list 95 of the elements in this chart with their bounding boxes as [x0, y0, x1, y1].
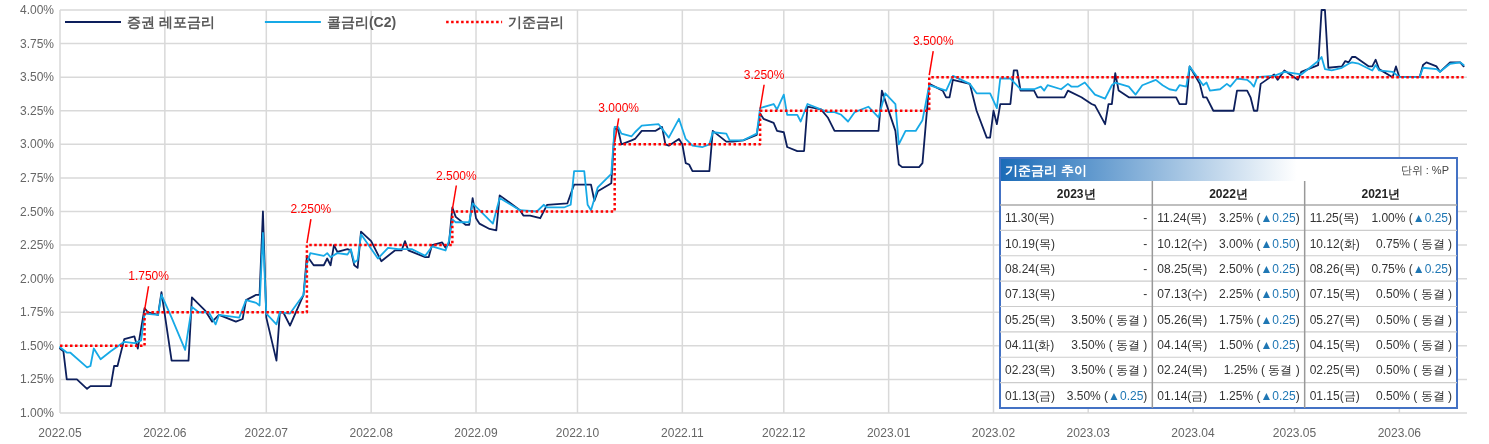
y-tick-label: 3.00%: [19, 137, 55, 152]
y-tick-label: 1.50%: [19, 338, 55, 353]
annotation: 08.26(목): [1309, 261, 1360, 276]
y-tick-label: 3.50%: [19, 70, 55, 85]
annotation: -: [1143, 236, 1148, 251]
x-tick-label: 2022.11: [661, 426, 704, 440]
annotation: 1.25% ( 동결 ): [1223, 363, 1300, 378]
annotation: 3.000%: [598, 101, 640, 116]
annotation: 1.25% (▲0.25): [1219, 388, 1300, 403]
annotation: 단위 : %P: [1400, 164, 1449, 176]
legend-label: 기준금리: [508, 14, 565, 30]
annotation: 02.23(목): [1005, 363, 1056, 378]
y-tick-label: 2.25%: [19, 238, 55, 253]
y-tick-label: 3.75%: [19, 36, 55, 51]
annotation: 04.11(화): [1005, 338, 1055, 353]
annotation: 11.30(목): [1005, 211, 1055, 226]
y-tick-label: 4.00%: [19, 3, 55, 17]
annotation: 08.24(목): [1005, 261, 1056, 276]
x-tick-label: 2023.05: [1272, 426, 1317, 440]
legend-label: 증권 레포금리: [127, 14, 215, 30]
annotation: 2.250%: [290, 202, 332, 217]
x-tick-label: 2023.04: [1171, 426, 1216, 440]
x-tick-label: 2023.06: [1377, 426, 1422, 440]
annotation: -: [1143, 211, 1148, 226]
annotation: 1.00% (▲0.25): [1371, 211, 1452, 226]
annotation: 01.13(금): [1005, 388, 1056, 403]
annotation: 04.14(목): [1157, 338, 1208, 353]
annotation: 1.50% (▲0.25): [1219, 338, 1300, 353]
annotation: 0.50% ( 동결 ): [1375, 363, 1452, 378]
annotation: 3.500%: [912, 34, 954, 76]
y-tick-label: 3.25%: [19, 103, 55, 118]
annotation: -: [1143, 261, 1148, 276]
x-tick-label: 2022.06: [143, 426, 187, 440]
annotation: 1.750%: [128, 269, 170, 284]
y-tick-label: 1.00%: [19, 406, 55, 420]
x-tick-label: 2022.09: [454, 426, 499, 440]
x-tick-label: 2022.12: [762, 426, 806, 440]
y-tick-label: 1.75%: [19, 305, 55, 320]
annotation: 3.50% (▲0.25): [1066, 388, 1148, 403]
annotation: 3.50% ( 동결 ): [1071, 312, 1148, 327]
annotation: 3.00% (▲0.50): [1219, 236, 1300, 251]
annotation: 3.25% (▲0.25): [1219, 211, 1300, 226]
annotation: 3.50% ( 동결 ): [1071, 363, 1148, 378]
y-tick-label: 2.50%: [19, 204, 55, 219]
annotation: 01.15(금): [1309, 388, 1360, 403]
annotation: 10.19(목): [1005, 236, 1056, 251]
x-tick-label: 2022.08: [349, 426, 394, 440]
legend-label: 콜금리(C2): [326, 14, 397, 30]
annotation: 1.750%: [128, 269, 169, 311]
x-tick-label: 2022.10: [555, 426, 600, 440]
text: 기준금리 추이: [1005, 163, 1087, 178]
annotation: 08.25(목): [1157, 261, 1208, 276]
annotation: 02.25(목): [1309, 363, 1360, 378]
category-label: 2023년: [1056, 187, 1096, 201]
annotation: 07.15(목): [1309, 287, 1360, 302]
annotation: 0.50% ( 동결 ): [1375, 388, 1452, 403]
annotation: 2.50% (▲0.25): [1219, 261, 1300, 276]
annotation: 3.250%: [743, 67, 785, 110]
annotation: 10.12(화): [1309, 236, 1360, 251]
annotation: 05.25(목): [1005, 312, 1056, 327]
annotation: 02.24(목): [1157, 363, 1208, 378]
category-label: 2022년: [1209, 187, 1248, 201]
annotation: 10.12(수): [1157, 236, 1208, 251]
x-tick-label: 2023.03: [1066, 426, 1111, 440]
annotation: 0.50% ( 동결 ): [1375, 287, 1452, 302]
y-tick-label: 2.75%: [19, 170, 55, 185]
annotation: 2.500%: [436, 168, 477, 211]
annotation: 0.75% ( 동결 ): [1375, 236, 1452, 251]
x-tick-label: 2022.07: [244, 426, 289, 440]
annotation: 3.000%: [598, 101, 640, 144]
y-tick-label: 1.25%: [19, 372, 55, 387]
annotation: 2.250%: [290, 202, 332, 244]
annotation: 2.500%: [435, 168, 478, 183]
annotation: 1.75% (▲0.25): [1219, 312, 1300, 327]
annotation: 0.50% ( 동결 ): [1375, 338, 1452, 353]
annotation: 11.24(목): [1157, 211, 1207, 226]
annotation: -: [1143, 287, 1148, 302]
x-tick-label: 2023.02: [971, 426, 1016, 440]
annotation: 0.50% ( 동결 ): [1375, 312, 1452, 327]
annotation: 07.13(수): [1157, 287, 1208, 302]
annotation: 04.15(목): [1309, 338, 1360, 353]
annotation: 05.27(목): [1309, 312, 1360, 327]
annotation: 2.25% (▲0.50): [1219, 287, 1300, 302]
annotation: 01.14(금): [1157, 388, 1208, 403]
x-tick-label: 2023.01: [866, 426, 911, 440]
y-tick-label: 2.00%: [19, 271, 55, 286]
annotation: 07.13(목): [1005, 287, 1056, 302]
annotation: 05.26(목): [1157, 312, 1208, 327]
category-label: 2021년: [1361, 187, 1401, 201]
annotation: 3.50% ( 동결 ): [1071, 338, 1148, 353]
x-tick-label: 2022.05: [38, 426, 83, 440]
annotation: 0.75% (▲0.25): [1371, 261, 1452, 276]
annotation: 3.500%: [912, 34, 954, 49]
annotation: 3.250%: [743, 67, 785, 82]
annotation: 11.25(목): [1309, 211, 1359, 226]
